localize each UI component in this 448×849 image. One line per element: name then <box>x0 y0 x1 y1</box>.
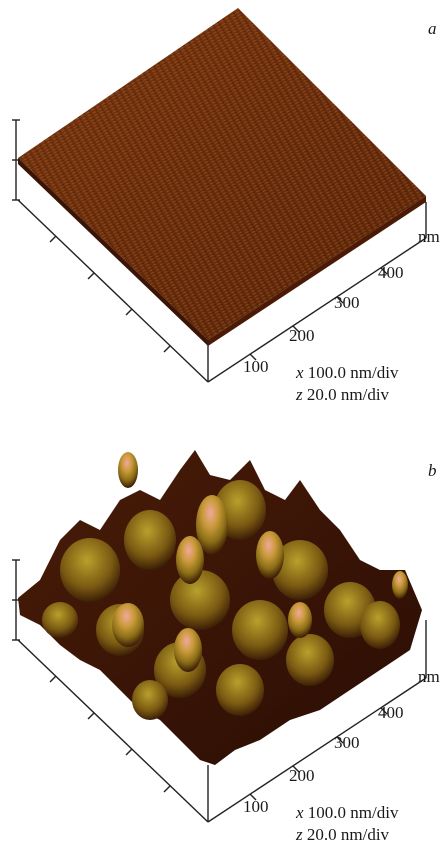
tick-label-200-b: 200 <box>289 766 315 785</box>
z-axis-letter-a: z <box>296 385 303 404</box>
tick-label-100-b: 100 <box>243 797 269 816</box>
surface-peaks-b <box>112 452 408 672</box>
z-scale-value-b: 20.0 nm/div <box>306 825 390 844</box>
tick-label-400-a: 400 <box>378 263 404 282</box>
base-frame-b <box>17 620 427 823</box>
unit-label-b: nm <box>418 667 440 686</box>
tick-label-400-b: 400 <box>378 703 404 722</box>
x-scale-a: x 100.0 nm/div <box>296 364 398 381</box>
right-edge-ticks-a <box>249 267 388 361</box>
z-scale-value-a: 20.0 nm/div <box>306 385 390 404</box>
tick-label-300-a: 300 <box>334 293 360 312</box>
base-frame-a <box>17 199 427 383</box>
z-scale-a: z 20.0 nm/div <box>296 386 389 403</box>
z-scale-b: z 20.0 nm/div <box>296 826 389 843</box>
afm-surface-b <box>12 450 427 823</box>
left-edge-ticks-b <box>49 675 171 793</box>
left-edge-ticks-a <box>49 235 171 353</box>
panel-label-a: a <box>428 19 437 38</box>
x-axis-letter-b: x <box>296 803 304 822</box>
z-axis-letter-b: z <box>296 825 303 844</box>
x-scale-b: x 100.0 nm/div <box>296 804 398 821</box>
x-scale-value-a: 100.0 nm/div <box>307 363 399 382</box>
panel-label-b: b <box>428 461 437 480</box>
afm-panel-a: a nm 100 200 300 400 x 100.0 nm/div z 20… <box>0 0 448 420</box>
tick-label-300-b: 300 <box>334 733 360 752</box>
tick-label-200-a: 200 <box>289 326 315 345</box>
x-scale-value-b: 100.0 nm/div <box>307 803 399 822</box>
afm-surface-a <box>12 8 427 383</box>
x-axis-letter-a: x <box>296 363 304 382</box>
right-edge-ticks-b <box>249 707 388 801</box>
z-axis-b <box>12 559 20 641</box>
tick-label-100-a: 100 <box>243 357 269 376</box>
z-axis-a <box>12 119 20 201</box>
unit-label-a: nm <box>418 227 440 246</box>
afm-panel-b: b nm 100 200 300 400 x 100.0 nm/div z 20… <box>0 420 448 849</box>
